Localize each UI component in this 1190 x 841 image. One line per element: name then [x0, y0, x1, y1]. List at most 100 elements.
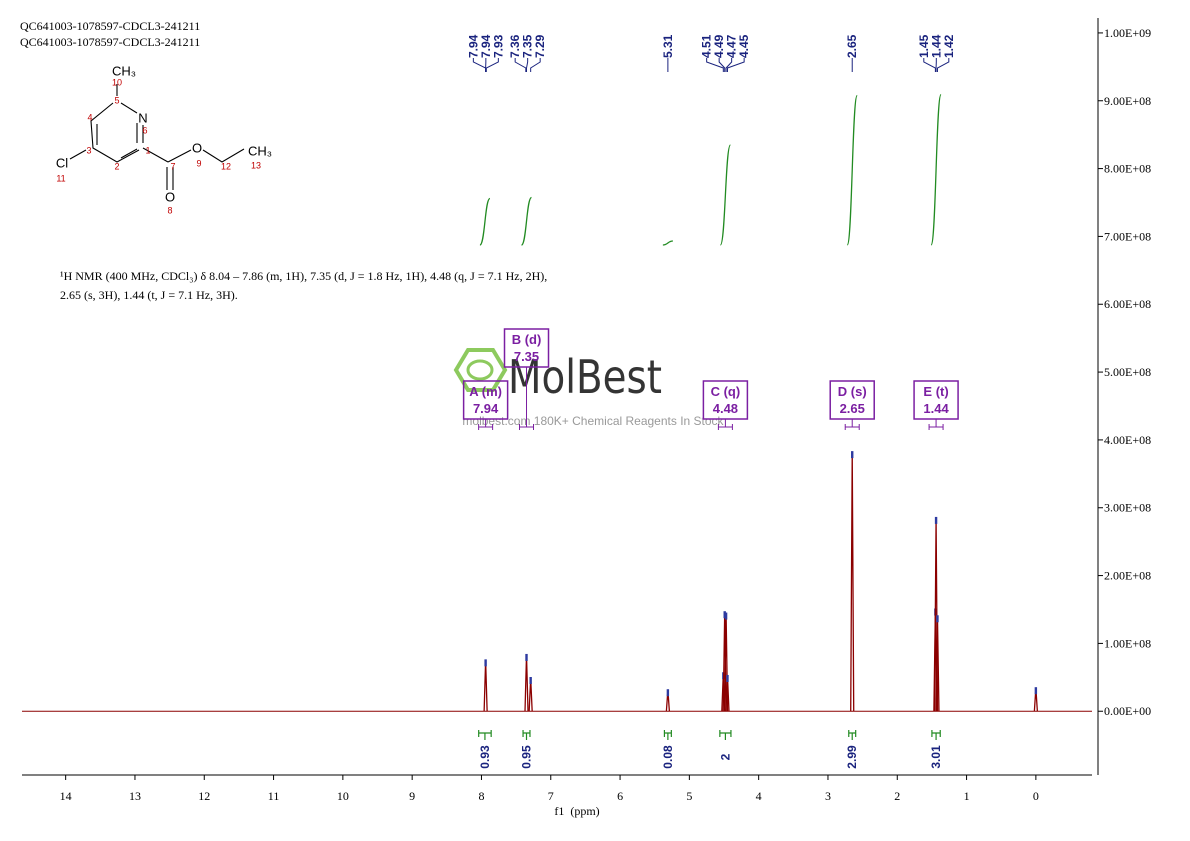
multiplet-label: A (m)	[469, 384, 502, 399]
peak-pick-leader	[718, 58, 726, 72]
peak-pick-label: 4.45	[737, 34, 751, 58]
multiplet-shift: 2.65	[840, 401, 865, 416]
peak-pick-leader	[485, 58, 499, 72]
x-tick-label: 9	[409, 789, 415, 803]
watermark-tagline: molbest.com 180K+ Chemical Reagents In S…	[462, 414, 724, 428]
peak-pick-leader	[530, 58, 541, 72]
x-tick-label: 1	[964, 789, 970, 803]
x-tick-label: 3	[825, 789, 831, 803]
atom-number: 1	[145, 145, 150, 155]
x-tick-label: 2	[894, 789, 900, 803]
multiplet-bracket	[717, 419, 733, 430]
peak	[483, 660, 488, 712]
multiplet-bracket	[478, 419, 494, 430]
structure: CH₃ 10 5 N 6 4 3 1 2 7 O 9 12 CH₃ 13 Cl …	[56, 63, 272, 215]
peak-pick-label: 4.49	[712, 34, 726, 58]
integral-label: 0.08	[661, 745, 675, 769]
peak-top	[666, 689, 670, 697]
peak-pick-label: 2.65	[845, 34, 859, 58]
y-tick-label: 1.00E+09	[1104, 26, 1151, 40]
x-tick-label: 14	[60, 789, 72, 803]
x-axis-label: f1 (ppm)	[554, 804, 599, 818]
atom-number: 5	[114, 95, 119, 105]
integral-label: 0.93	[478, 745, 492, 769]
peak-top	[529, 677, 532, 685]
atom-number: 10	[112, 77, 122, 87]
x-tick-label: 11	[268, 789, 280, 803]
multiplet-label: B (d)	[512, 332, 542, 347]
peak-pick-leader	[923, 58, 936, 72]
peak-pick-leader	[936, 58, 950, 72]
peak-pick-label: 4.47	[725, 34, 739, 58]
multiplet-bracket	[519, 367, 535, 430]
peak-pick-label: 7.93	[491, 34, 505, 58]
atom: O	[165, 189, 175, 204]
peak-top	[851, 451, 854, 459]
y-tick-label: 6.00E+08	[1104, 297, 1151, 311]
peak-pick-label: 1.42	[942, 34, 956, 58]
y-tick-label: 7.00E+08	[1104, 229, 1151, 243]
peak	[850, 452, 855, 712]
multiplet-bracket	[928, 419, 944, 430]
peak-pick-leader	[706, 58, 724, 72]
y-tick-label: 5.00E+08	[1104, 365, 1151, 379]
y-tick-label: 9.00E+08	[1104, 94, 1151, 108]
peak-top	[726, 674, 729, 682]
atom-number: 6	[142, 125, 147, 135]
watermark: MolBest molbest.com 180K+ Chemical Reage…	[453, 348, 725, 428]
integral-curve	[846, 94, 858, 246]
integral-range	[478, 730, 492, 740]
integral-curve	[930, 93, 942, 246]
peak-pick-label: 7.35	[521, 34, 535, 58]
x-tick-label: 4	[756, 789, 762, 803]
peak-pick-label: 1.44	[929, 34, 943, 58]
multiplet-label: D (s)	[838, 384, 867, 399]
integral-range	[719, 730, 732, 740]
multiplet-shift: 4.48	[713, 401, 738, 416]
peak-pick-leader	[514, 58, 527, 72]
integral-curve	[662, 240, 673, 246]
watermark-logo	[453, 348, 508, 392]
x-tick-label: 7	[548, 789, 554, 803]
y-tick-label: 8.00E+08	[1104, 162, 1151, 176]
y-tick-label: 1.00E+08	[1104, 636, 1151, 650]
peak-top	[934, 516, 938, 524]
atom: Cl	[56, 155, 68, 170]
multiplet-shift: 7.35	[514, 349, 539, 364]
peak-pick-label: 7.36	[508, 34, 522, 58]
peak-pick-label: 7.94	[466, 34, 480, 58]
peak-top	[484, 659, 487, 667]
integral-label: 3.01	[929, 745, 943, 769]
integral-curve	[479, 197, 491, 246]
peak-pick-label: 7.29	[533, 34, 547, 58]
multiplet-label: E (t)	[923, 384, 948, 399]
atom: O	[192, 140, 202, 155]
y-tick-label: 3.00E+08	[1104, 501, 1151, 515]
integral-range	[848, 730, 857, 740]
y-tick-label: 0.00E+00	[1104, 704, 1151, 718]
peak-top	[1034, 687, 1038, 695]
peak-pick-leader	[526, 58, 529, 72]
nmr-description: ¹H NMR (400 MHz, CDCl₃) δ 8.04 – 7.86 (m…	[60, 269, 547, 283]
atom-number: 9	[196, 158, 201, 168]
integral-label: 0.95	[520, 745, 534, 769]
x-tick-label: 6	[617, 789, 623, 803]
atom-number: 12	[221, 161, 231, 171]
peak-pick-label: 1.45	[917, 34, 931, 58]
peak-top	[936, 615, 939, 623]
watermark-logo	[466, 359, 494, 381]
x-tick-label: 5	[686, 789, 692, 803]
y-tick-label: 2.00E+08	[1104, 569, 1151, 583]
header-line: QC641003-1078597-CDCL3-241211	[20, 19, 200, 33]
peak-pick-leader	[472, 58, 487, 72]
y-tick-label: 4.00E+08	[1104, 433, 1151, 447]
x-tick-label: 12	[198, 789, 210, 803]
multiplet-shift: 1.44	[923, 401, 949, 416]
integral-curve	[719, 144, 732, 246]
nmr-description: 2.65 (s, 3H), 1.44 (t, J = 7.1 Hz, 3H).	[60, 288, 238, 302]
integral-curve	[520, 196, 533, 246]
bond	[69, 84, 245, 190]
multiplet-label: C (q)	[711, 384, 741, 399]
peak-pick-label: 5.31	[661, 34, 675, 58]
